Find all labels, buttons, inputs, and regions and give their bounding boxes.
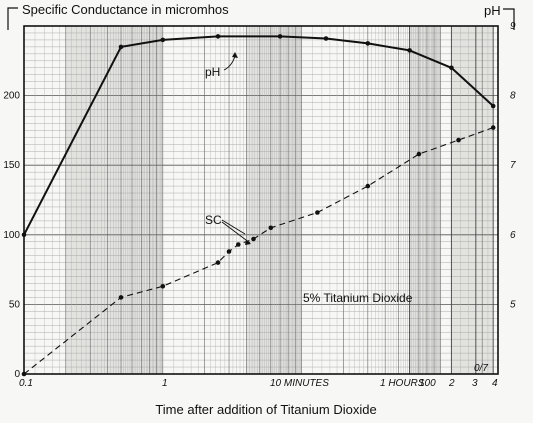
data-point-sc [456,137,461,143]
right-axis-label: pH [484,3,501,18]
chart-code: 0/7 [474,363,488,374]
right-tick-label: 9 [510,21,516,32]
data-point-ph [118,44,124,50]
left-axis-label-bracket [7,7,18,30]
data-point-ph [277,34,283,39]
x-tick-label: 3 [472,378,478,389]
x-tick-label: 2 [448,378,455,389]
left-tick-label: 150 [3,160,20,171]
data-point-sc [21,371,27,377]
data-point-sc [490,125,496,130]
data-point-sc [118,295,124,300]
data-point-sc [251,236,256,242]
series-line-ph [23,35,494,236]
data-point-ph [160,37,166,43]
left-tick-label: 200 [3,91,20,102]
left-tick-label: 0 [14,369,20,380]
x-axis-label: Time after addition of Titanium Dioxide [155,402,376,417]
x-tick-label: 1 [162,378,168,389]
series-layer [21,34,496,377]
sc-annotation: SC [205,213,222,227]
data-point-sc [160,284,166,289]
data-point-ph [21,232,27,238]
ph-annotation-arrow [223,55,236,71]
right-tick-label: 7 [510,160,516,171]
plot-frame [23,25,499,375]
x-tick-label: 100 [419,378,436,389]
data-point-sc [315,210,320,215]
left-axis-ticks: 0 50 100 150 200 [3,91,20,380]
sc-annotation-line-2 [221,221,251,244]
right-axis-ticks: 5 6 7 8 9 [510,21,516,310]
left-tick-label: 100 [3,230,20,241]
right-axis-label-bracket [503,8,515,30]
right-tick-label: 8 [510,91,516,102]
data-point-ph [323,36,329,41]
data-point-ph [365,41,371,46]
x-tick-label: 4 [492,378,498,389]
right-tick-label: 6 [510,230,516,241]
data-point-sc [236,242,241,247]
data-point-sc [268,225,274,231]
ph-annotation: pH [205,65,220,79]
x-tick-label: 1 HOURS [380,378,425,389]
data-point-ph [449,65,454,71]
data-point-sc [226,249,232,254]
left-tick-label: 50 [9,299,21,310]
right-tick-label: 5 [510,299,516,310]
left-axis-label: Specific Conductance in micromhos [22,2,229,17]
data-point-sc [365,183,371,189]
condition-annotation: 5% Titanium Dioxide [303,291,413,305]
x-tick-label: 10 MINUTES [270,378,329,389]
data-point-ph [490,103,496,109]
sc-annotation-arrowhead [245,240,251,245]
data-point-sc [416,151,422,157]
x-tick-label: 0.1 [19,378,33,389]
sc-annotation-line-1 [221,219,246,235]
data-point-sc [215,260,221,265]
data-point-ph [407,48,412,53]
ph-annotation-arrowhead [232,52,238,58]
data-point-ph [215,34,221,39]
